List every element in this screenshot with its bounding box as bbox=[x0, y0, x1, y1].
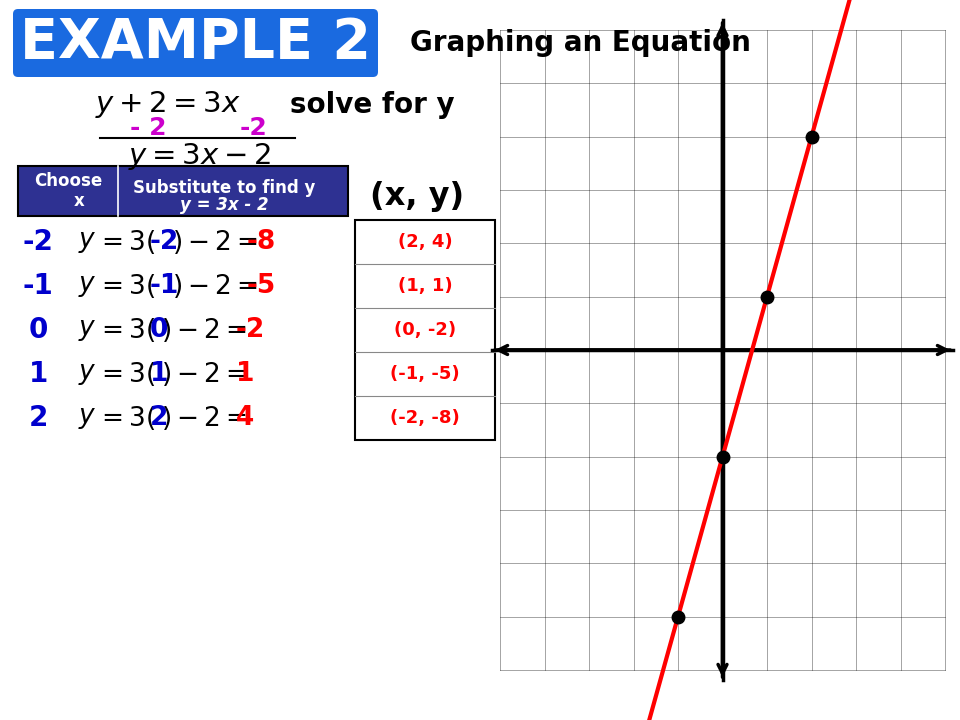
Text: -5: -5 bbox=[247, 273, 276, 299]
Text: 2: 2 bbox=[28, 404, 48, 432]
Text: 1: 1 bbox=[150, 361, 169, 387]
Text: $= 3($: $= 3($ bbox=[96, 316, 156, 344]
Text: -1: -1 bbox=[150, 273, 180, 299]
Text: $= 3($: $= 3($ bbox=[96, 228, 156, 256]
Text: solve for y: solve for y bbox=[290, 91, 455, 119]
Text: 0: 0 bbox=[150, 317, 168, 343]
Text: $y$: $y$ bbox=[78, 405, 97, 431]
Text: $= 3($: $= 3($ bbox=[96, 272, 156, 300]
Text: -2: -2 bbox=[236, 317, 265, 343]
Text: EXAMPLE 2: EXAMPLE 2 bbox=[19, 16, 371, 70]
Text: $y$: $y$ bbox=[78, 273, 97, 299]
Text: Substitute to find y: Substitute to find y bbox=[132, 179, 315, 197]
Text: $) - 2 =$: $) - 2 =$ bbox=[161, 360, 247, 388]
Text: $) - 2 =$: $) - 2 =$ bbox=[172, 228, 258, 256]
Text: $) - 2 =$: $) - 2 =$ bbox=[161, 404, 247, 432]
Text: Choose
    x: Choose x bbox=[34, 171, 102, 210]
Text: 1: 1 bbox=[236, 361, 254, 387]
Text: 2: 2 bbox=[150, 405, 168, 431]
Bar bbox=[355, 220, 495, 440]
Text: 1: 1 bbox=[29, 360, 48, 388]
Text: -2: -2 bbox=[23, 228, 54, 256]
Bar bbox=[18, 166, 348, 216]
Text: 0: 0 bbox=[28, 316, 48, 344]
Text: -1: -1 bbox=[23, 272, 54, 300]
Text: $) - 2 =$: $) - 2 =$ bbox=[161, 316, 247, 344]
Text: $) - 2 =$: $) - 2 =$ bbox=[172, 272, 258, 300]
Text: $y + 2 = 3x$: $y + 2 = 3x$ bbox=[95, 89, 241, 120]
Text: $y = 3x - 2$: $y = 3x - 2$ bbox=[128, 142, 271, 173]
Text: $y$: $y$ bbox=[78, 229, 97, 255]
Text: (2, 4): (2, 4) bbox=[397, 233, 452, 251]
Text: $y$: $y$ bbox=[78, 361, 97, 387]
Text: $= 3($: $= 3($ bbox=[96, 360, 156, 388]
Text: $y$: $y$ bbox=[78, 317, 97, 343]
Text: (-2, -8): (-2, -8) bbox=[390, 409, 460, 427]
Text: Graphing an Equation: Graphing an Equation bbox=[410, 29, 751, 57]
Text: 4: 4 bbox=[236, 405, 254, 431]
Text: $= 3($: $= 3($ bbox=[96, 404, 156, 432]
Text: y = 3x - 2: y = 3x - 2 bbox=[180, 196, 268, 214]
FancyBboxPatch shape bbox=[13, 9, 378, 77]
Text: -2: -2 bbox=[150, 229, 180, 255]
Text: (x, y): (x, y) bbox=[370, 181, 464, 212]
Text: - 2: - 2 bbox=[130, 116, 166, 140]
Text: (-1, -5): (-1, -5) bbox=[390, 365, 460, 383]
Text: -2: -2 bbox=[240, 116, 268, 140]
Text: (1, 1): (1, 1) bbox=[397, 277, 452, 295]
Text: -8: -8 bbox=[247, 229, 276, 255]
Text: (0, -2): (0, -2) bbox=[394, 321, 456, 339]
